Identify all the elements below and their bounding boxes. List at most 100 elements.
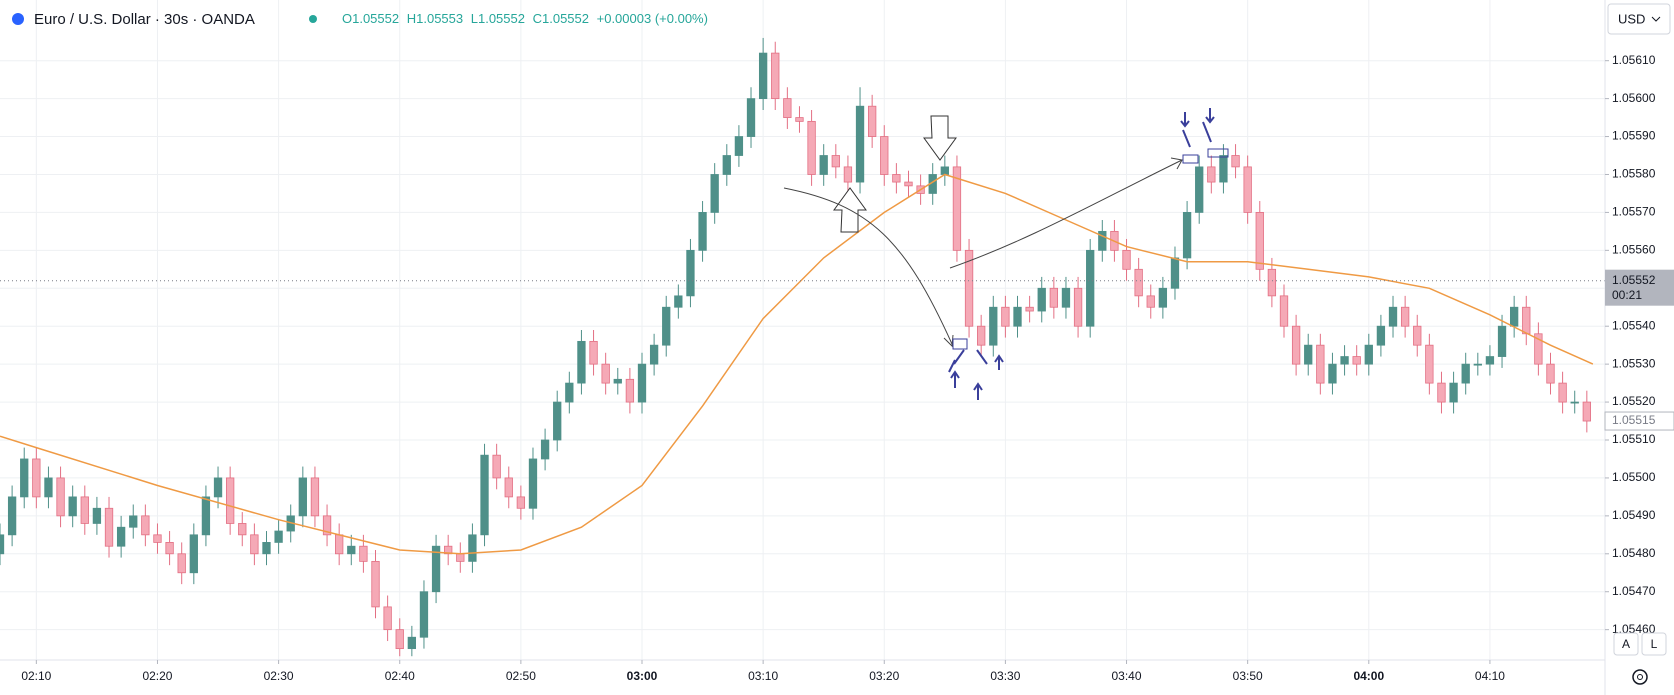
candle-body	[1073, 287, 1083, 327]
candle-body	[819, 155, 828, 175]
candle-body	[698, 212, 707, 251]
y-tick-label: 1.05530	[1612, 356, 1656, 370]
currency-box[interactable]	[1607, 3, 1671, 35]
candle-body	[1400, 306, 1410, 327]
x-tick-label: 02:30	[264, 669, 294, 683]
candle-body	[904, 181, 913, 187]
gear[interactable]	[1632, 669, 1648, 685]
legend: Euro / U.S. Dollar · 30s · OANDA O1.0555…	[12, 11, 708, 28]
marker-box	[952, 338, 968, 350]
candle-body	[492, 454, 501, 479]
candle-body	[1195, 166, 1204, 213]
candle	[262, 531, 271, 566]
candle	[952, 155, 962, 262]
candle	[686, 238, 695, 308]
candle-body	[225, 477, 235, 524]
x-tick-label: 03:30	[990, 669, 1020, 683]
candle	[1328, 352, 1337, 395]
candle	[0, 523, 5, 566]
candle	[1207, 155, 1216, 194]
candle	[1061, 276, 1071, 319]
ohlc-readout: O1.05552 H1.05553 L1.05552 C1.05552 +0.0…	[342, 11, 708, 26]
candle	[165, 531, 174, 566]
log-button[interactable]	[1641, 632, 1667, 656]
arrow-head	[1170, 157, 1183, 170]
candle	[504, 466, 513, 509]
candle	[1582, 390, 1591, 433]
candle-body	[371, 560, 380, 608]
candle	[1534, 322, 1543, 376]
auto-button[interactable]	[1613, 632, 1639, 656]
candle	[831, 144, 840, 179]
candle	[528, 447, 538, 520]
moving-average	[0, 173, 1594, 555]
candle-body	[589, 340, 598, 365]
currency-label[interactable]: USD	[1618, 11, 1645, 26]
candle-body	[1413, 325, 1422, 346]
candle-body	[867, 105, 877, 137]
scale-buttons: A L	[1613, 632, 1667, 656]
candle-body	[504, 477, 513, 498]
candle-body	[831, 155, 840, 168]
candle-body	[1061, 287, 1071, 308]
candle	[492, 443, 501, 490]
candle-body	[1207, 166, 1216, 183]
candle	[734, 125, 744, 167]
candle-body	[1037, 287, 1046, 312]
candle-body	[395, 629, 404, 650]
candle-body	[165, 542, 174, 555]
candle	[1013, 295, 1022, 338]
candle-body	[238, 523, 247, 536]
candle-body	[553, 401, 562, 441]
status-dot	[309, 15, 317, 23]
candle-body	[310, 477, 320, 517]
candle	[1425, 333, 1434, 395]
y-tick-label: 1.05500	[1612, 470, 1656, 484]
candle-body	[1558, 382, 1567, 403]
candle-body	[1025, 306, 1034, 312]
candle	[468, 523, 477, 573]
candle-body	[722, 155, 731, 175]
x-tick-label: 04:00	[1353, 669, 1384, 683]
candle-body	[710, 174, 719, 213]
candle-body	[964, 249, 974, 327]
candle-body	[1146, 295, 1155, 308]
candle	[1546, 352, 1555, 395]
candle	[783, 87, 792, 129]
auto-label[interactable]: A	[1622, 637, 1630, 651]
candle-body	[56, 477, 65, 517]
y-tick-label: 1.05570	[1612, 205, 1656, 219]
candle-body	[1509, 306, 1519, 327]
candle	[383, 595, 392, 642]
candle	[407, 625, 417, 657]
x-tick-label: 02:50	[506, 669, 536, 683]
currency-button[interactable]: USD	[1607, 3, 1671, 35]
candle-body	[129, 515, 138, 528]
candle-body	[989, 306, 998, 346]
candle	[1400, 295, 1410, 338]
marker-box	[1207, 148, 1229, 158]
candle	[1158, 276, 1168, 319]
candle-body	[1001, 306, 1010, 327]
y-tick-label: 1.05580	[1612, 167, 1656, 181]
candle	[1364, 333, 1373, 376]
log-label[interactable]: L	[1651, 637, 1658, 651]
candle	[964, 238, 974, 338]
y-tick-label: 1.05590	[1612, 129, 1656, 143]
candle	[1098, 220, 1107, 262]
candle	[1376, 314, 1386, 357]
candle	[44, 466, 53, 509]
candle	[1001, 295, 1010, 338]
x-tick-label: 03:10	[748, 669, 778, 683]
candle	[201, 485, 211, 547]
candle-body	[1582, 401, 1591, 422]
x-tick-label: 02:40	[385, 669, 415, 683]
candle-body	[1158, 287, 1168, 308]
candle-body	[1049, 287, 1059, 308]
candle	[32, 447, 41, 509]
marker-box	[1182, 154, 1199, 164]
candle-body	[262, 542, 271, 555]
candle	[843, 155, 853, 194]
settings-button[interactable]	[1632, 669, 1648, 685]
